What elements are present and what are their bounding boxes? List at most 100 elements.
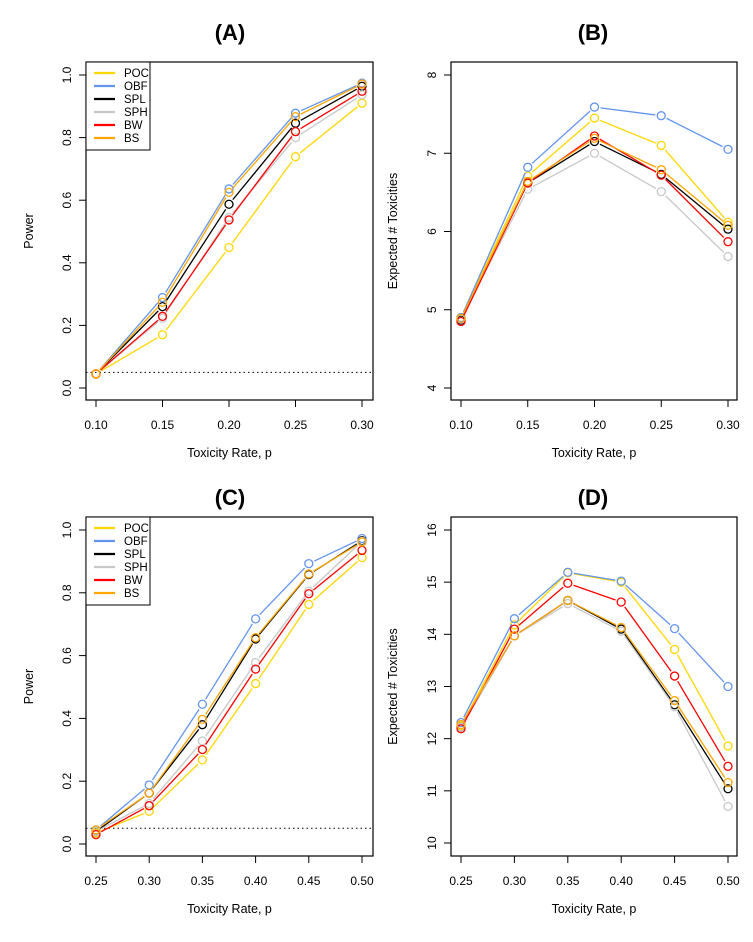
- series-line-segment: [665, 177, 724, 226]
- series-line-segment: [152, 723, 200, 789]
- series-line-segment: [532, 155, 590, 187]
- series-line-segment: [676, 711, 726, 802]
- panel-c: (C) 0.25 0.30 0.35 0.40 0.45 0.50 0.0 0.2 0.4 0.6 0…: [22, 485, 374, 916]
- data-point: [723, 237, 733, 247]
- data-point: [456, 316, 466, 327]
- x-tick-label: 0.10: [449, 418, 473, 432]
- data-point: [723, 251, 733, 262]
- series-line-segment: [258, 595, 306, 659]
- series-line-segment: [599, 155, 657, 190]
- x-tick-label: 0.45: [297, 874, 321, 888]
- series-bw: [456, 578, 733, 771]
- data-point: [656, 140, 666, 151]
- series-line-segment: [205, 623, 253, 700]
- y-tick-label: 0.2: [60, 317, 74, 334]
- legend-label: OBF: [124, 536, 148, 548]
- data-point: [224, 212, 234, 223]
- series-line-segment: [532, 141, 590, 179]
- data-point: [723, 224, 733, 234]
- series-line-segment: [463, 186, 526, 314]
- x-tick-label: 0.25: [449, 874, 473, 888]
- series-line-segment: [152, 745, 200, 800]
- series-line-segment: [312, 561, 358, 601]
- series-line-segment: [518, 576, 564, 622]
- y-tick-label: 10: [425, 836, 439, 850]
- legend-box: [85, 516, 151, 606]
- series-obf: [91, 78, 367, 379]
- x-tick-label: 0.35: [556, 874, 580, 888]
- series-line-segment: [152, 729, 200, 789]
- x-tick-label: 0.30: [716, 418, 740, 432]
- panel-title: (C): [215, 485, 246, 510]
- y-axis-label: Power: [22, 213, 36, 248]
- data-point: [589, 133, 600, 144]
- legend-box: [85, 61, 151, 151]
- y-tick-label: 0.4: [60, 254, 74, 271]
- data-point: [157, 297, 168, 307]
- legend-label: OBF: [124, 81, 148, 93]
- x-tick-label: 0.25: [84, 874, 108, 888]
- series-line-segment: [624, 635, 672, 703]
- series-line-segment: [664, 149, 725, 219]
- y-tick-label: 0.0: [60, 379, 74, 396]
- series-line-segment: [600, 107, 656, 116]
- series-bs: [456, 595, 733, 788]
- series-line-segment: [599, 138, 657, 173]
- legend-label: SPH: [124, 107, 148, 119]
- series-line-segment: [153, 763, 199, 808]
- series-line-segment: [572, 602, 617, 626]
- series-bs: [456, 133, 733, 324]
- data-point: [357, 537, 367, 547]
- y-axis-label: Expected # Toxicities: [386, 628, 400, 745]
- series-line-segment: [624, 633, 672, 701]
- series-spl: [456, 595, 733, 794]
- y-axis-label: Expected # Toxicities: [386, 173, 400, 290]
- x-axis-label: Toxicity Rate, p: [187, 902, 272, 916]
- x-axis-label: Toxicity Rate, p: [552, 446, 637, 460]
- data-point: [656, 165, 666, 175]
- x-tick-label: 0.30: [503, 874, 527, 888]
- series-bs: [91, 537, 367, 835]
- data-point: [197, 755, 208, 765]
- series-line-segment: [100, 337, 158, 372]
- data-point: [723, 784, 733, 794]
- series-line-segment: [165, 224, 227, 312]
- data-point: [357, 90, 367, 100]
- x-tick-label: 0.15: [516, 418, 540, 432]
- data-point: [723, 761, 733, 771]
- series-line-segment: [677, 680, 726, 762]
- x-tick-label: 0.20: [583, 418, 607, 432]
- series-line-segment: [665, 178, 725, 238]
- data-point: [157, 301, 168, 312]
- series-line-segment: [232, 117, 293, 185]
- data-point: [304, 589, 314, 599]
- series-sph: [91, 536, 367, 837]
- data-point: [509, 614, 520, 624]
- data-point: [304, 569, 314, 579]
- series-line-segment: [300, 86, 357, 115]
- y-tick-label: 13: [425, 680, 439, 694]
- series-line-segment: [676, 654, 726, 742]
- series-line-segment: [258, 609, 306, 679]
- legend-label: SPH: [124, 562, 148, 574]
- y-tick-label: 6: [425, 228, 439, 235]
- data-point: [224, 184, 234, 194]
- y-tick-label: 0.0: [60, 835, 74, 852]
- series-spl: [456, 136, 733, 325]
- series-line-segment: [678, 632, 725, 683]
- series-line-segment: [258, 578, 306, 634]
- x-tick-label: 0.40: [610, 874, 634, 888]
- data-point: [197, 736, 208, 746]
- data-point: [723, 217, 733, 227]
- x-tick-label: 0.25: [650, 418, 674, 432]
- data-point: [656, 186, 666, 197]
- series-line-segment: [677, 705, 726, 778]
- data-point: [723, 741, 733, 751]
- data-point: [304, 558, 314, 569]
- x-tick-label: 0.30: [350, 418, 374, 432]
- y-tick-label: 5: [425, 306, 439, 313]
- panel-title: (A): [215, 20, 246, 45]
- x-tick-label: 0.50: [350, 874, 374, 888]
